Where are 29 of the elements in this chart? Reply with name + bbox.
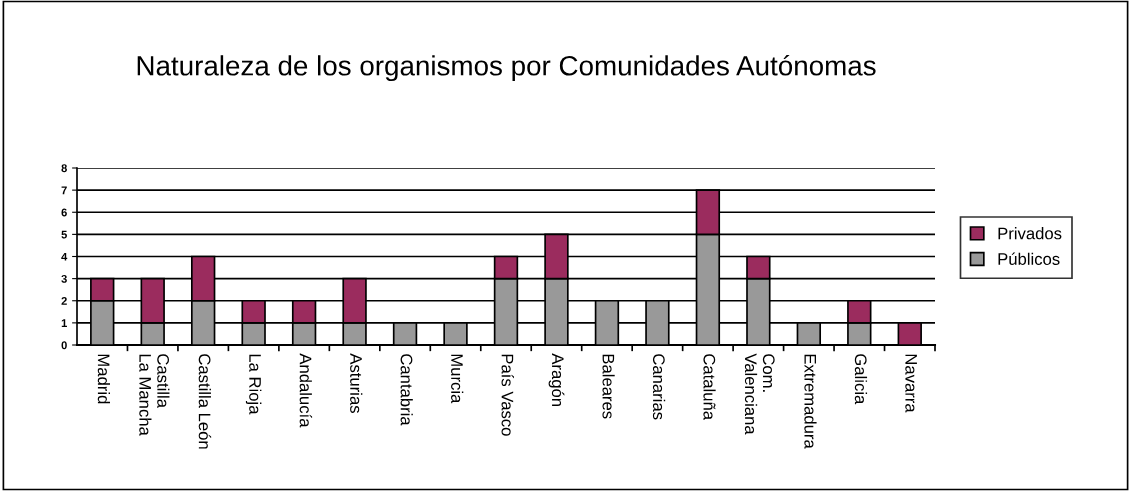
x-tick-label: Canarias (652, 354, 666, 420)
y-tick-label: 0 (61, 341, 67, 350)
legend-label: Privados (998, 227, 1062, 240)
y-tick-label: 4 (61, 252, 68, 261)
y-tick-label: 5 (61, 230, 67, 239)
x-tick-label: Galicia (854, 354, 868, 405)
x-tick-label: Aragón (548, 353, 565, 406)
x-tick-label: País Vasco (501, 354, 514, 436)
y-tick-label: 7 (61, 186, 67, 195)
x-tick-label: Com. Valenciana (744, 353, 775, 435)
x-tick-label: Asturias (350, 353, 363, 413)
legend-label: Públicos (998, 252, 1060, 265)
x-tick-label: Baleares (602, 354, 615, 419)
x-tick-label: Castilla La Mancha (139, 354, 170, 436)
y-tick-label: 3 (61, 274, 67, 283)
x-tick-label: Extremadura (804, 354, 817, 449)
x-tick-label: Murcia (451, 354, 464, 404)
x-tick-label: Cantabria (400, 354, 413, 426)
x-tick-label: La Rioja (245, 354, 262, 415)
y-tick-label: 6 (61, 208, 67, 217)
chart-title: Naturaleza de los organismos por Comunidades Autónomas (137, 54, 876, 82)
y-tick-label: 1 (61, 319, 67, 327)
x-tick-label: Cataluña (703, 354, 716, 421)
y-tick-label: 8 (61, 164, 67, 173)
x-tick-label: Andalucía (299, 353, 313, 428)
x-tick-label: Navarra (905, 354, 917, 413)
x-tick-label: Madrid (97, 354, 110, 404)
x-tick-label: Castilla León (198, 354, 212, 449)
y-tick-label: 2 (61, 297, 67, 305)
